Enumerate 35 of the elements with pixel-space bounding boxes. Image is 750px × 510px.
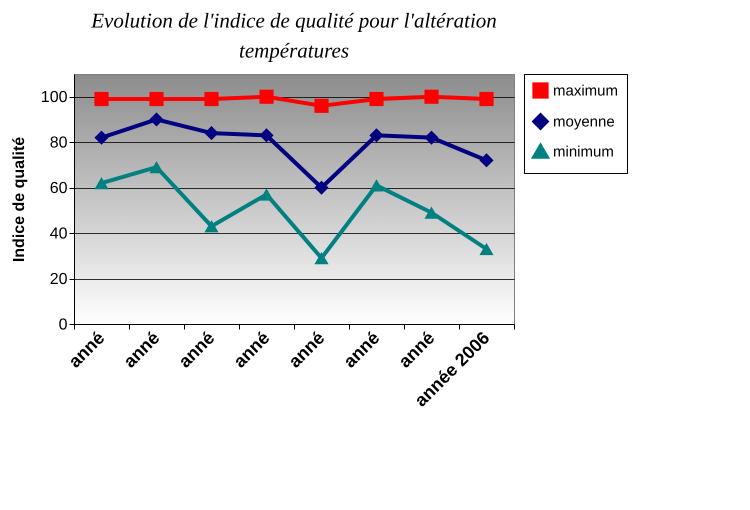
point bbox=[424, 90, 439, 104]
point bbox=[149, 92, 164, 106]
point bbox=[369, 128, 384, 142]
point bbox=[149, 112, 164, 127]
legend-label: minimum bbox=[553, 144, 614, 160]
y-tick-label: 0 bbox=[58, 316, 68, 334]
point bbox=[479, 242, 494, 256]
legend-label: maximum bbox=[553, 82, 618, 100]
y-tick-label: 80 bbox=[50, 134, 68, 152]
point bbox=[94, 92, 109, 106]
point bbox=[259, 188, 274, 201]
point bbox=[204, 126, 219, 140]
y-tick-label: 40 bbox=[50, 226, 68, 243]
point bbox=[424, 206, 439, 219]
point bbox=[314, 252, 329, 264]
point bbox=[204, 92, 219, 106]
point bbox=[424, 130, 439, 145]
point bbox=[479, 153, 494, 168]
y-tick-label: 60 bbox=[50, 180, 68, 198]
point bbox=[369, 179, 384, 192]
point bbox=[204, 220, 219, 232]
point bbox=[479, 92, 494, 106]
point bbox=[369, 92, 384, 106]
point bbox=[314, 180, 329, 195]
point bbox=[94, 176, 109, 190]
point bbox=[94, 130, 109, 145]
point bbox=[149, 161, 164, 174]
chart-title: Evolution de l'indice de qualité pour l'altération températures bbox=[90, 8, 497, 62]
y-tick-label: 100 bbox=[40, 89, 68, 106]
point bbox=[259, 128, 274, 142]
legend-label: moyenne bbox=[553, 114, 615, 130]
point bbox=[314, 98, 329, 113]
point bbox=[259, 90, 274, 104]
y-axis-title: Indice de qualité bbox=[10, 136, 28, 262]
y-tick-label: 20 bbox=[50, 271, 68, 288]
